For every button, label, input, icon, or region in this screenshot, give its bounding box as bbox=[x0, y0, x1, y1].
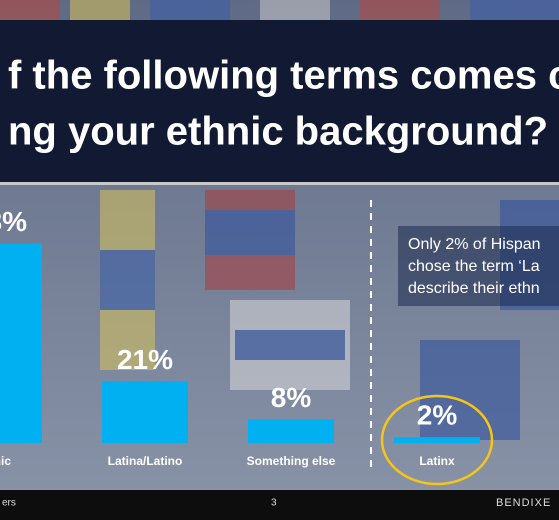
value-label: 8% bbox=[271, 382, 312, 413]
annotation-box bbox=[398, 226, 559, 306]
annotation: chose the term ‘La bbox=[408, 258, 540, 275]
x-tick-label: Latina/Latino bbox=[108, 454, 183, 468]
x-tick-label: anic bbox=[0, 454, 11, 468]
bar bbox=[102, 381, 188, 443]
footer-bar bbox=[0, 490, 559, 520]
title-bar bbox=[0, 20, 559, 185]
x-tick-label: Latinx bbox=[419, 454, 455, 468]
bar bbox=[394, 437, 480, 443]
bar-chart: anic 68% Latina/Latino 21% Something else 8% L… bbox=[0, 206, 480, 468]
value-label: 68% bbox=[0, 206, 27, 237]
title: f the following terms comes clos bbox=[8, 54, 559, 98]
page-number: 3 bbox=[271, 498, 277, 509]
title-rule bbox=[0, 182, 559, 185]
value-label: 21% bbox=[117, 344, 173, 375]
bar bbox=[248, 419, 334, 443]
value-label: 2% bbox=[417, 400, 458, 431]
footer-right: BENDIXE bbox=[496, 497, 551, 509]
annotation: Only 2% of Hispan bbox=[408, 236, 541, 253]
annotation: describe their ethn bbox=[408, 280, 540, 297]
bar bbox=[0, 243, 42, 443]
highlight-circle bbox=[380, 394, 494, 486]
x-tick-label: Something else bbox=[247, 454, 336, 468]
flag-decoration bbox=[0, 0, 559, 440]
title: ng your ethnic background? bbox=[8, 110, 548, 154]
footer-left: ers bbox=[2, 498, 16, 509]
